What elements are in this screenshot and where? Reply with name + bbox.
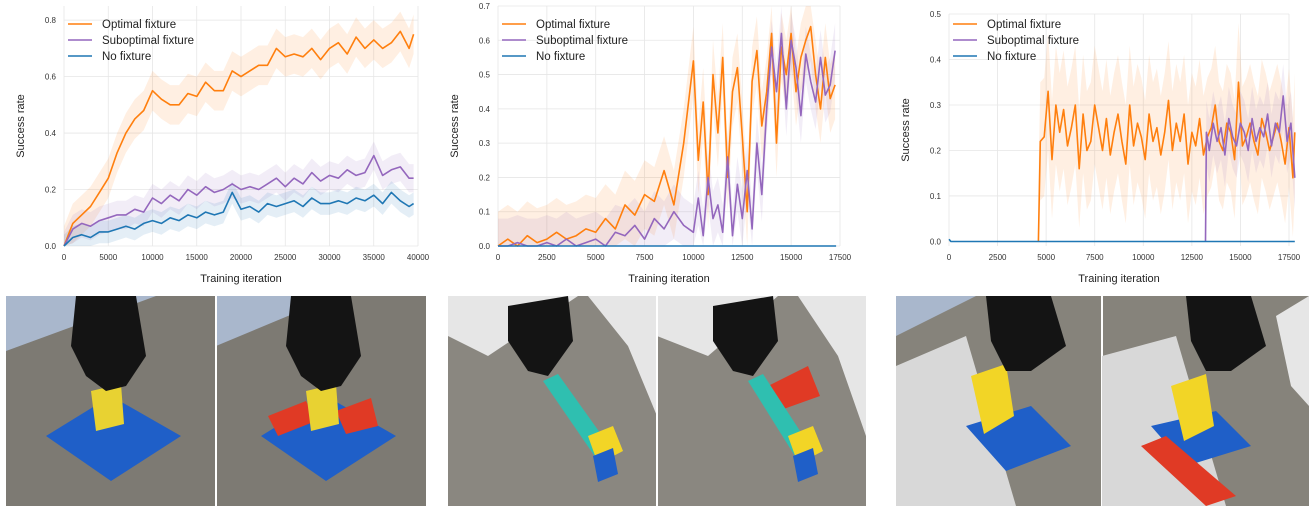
series-line [63, 154, 414, 247]
robot-render-panel-2 [448, 296, 866, 506]
confidence-band [64, 11, 414, 246]
chart-3: 0.0 0.1 0.2 0.3 0.4 0.5 0 2500 5000 7500 10000 1250… [885, 0, 1309, 292]
y-tick-label: 0.0 [45, 242, 57, 251]
x-tick-label: 10000 [141, 253, 164, 262]
robot-render-panel-1 [6, 296, 426, 506]
x-tick-label: 0 [62, 253, 67, 262]
confidence-band [1038, 23, 1295, 246]
series-line [63, 30, 415, 247]
y-axis-label: Success rate [449, 94, 461, 158]
y-tick-label: 0.4 [930, 55, 942, 64]
x-tick-label: 5000 [1037, 253, 1055, 262]
x-axis-label: Training iteration [200, 273, 282, 285]
y-axis-label: Success rate [15, 94, 27, 158]
x-tick-label: 15000 [186, 253, 209, 262]
x-tick-label: 0 [947, 253, 952, 262]
x-tick-label: 7500 [636, 253, 654, 262]
y-tick-label: 0.5 [479, 71, 491, 80]
chart-svg: 0.0 0.1 0.2 0.3 0.4 0.5 0 2500 5000 7500 10000 1250… [900, 10, 1301, 285]
legend-entry: Suboptimal fixture [987, 35, 1079, 47]
chart-svg: 0.0 0.2 0.4 0.6 0.8 0 5000 10000 15000 20000 25000… [15, 6, 430, 285]
x-tick-label: 2500 [989, 253, 1007, 262]
y-tick-label: 0.6 [45, 73, 57, 82]
chart-svg: 0.0 0.1 0.2 0.3 0.4 0.5 0.6 0.7 0 2500 5000 7500 100… [449, 2, 852, 285]
series-line [497, 25, 836, 247]
y-tick-label: 0.0 [479, 242, 491, 251]
confidence-band [498, 6, 836, 246]
x-tick-label: 15000 [780, 253, 803, 262]
x-tick-label: 20000 [230, 253, 253, 262]
series-line [1204, 95, 1296, 242]
x-tick-label: 7500 [1086, 253, 1104, 262]
series-line [948, 238, 1295, 243]
legend-entry: No fixture [987, 51, 1036, 63]
x-tick-label: 25000 [274, 253, 297, 262]
y-tick-label: 0.2 [930, 146, 942, 155]
x-tick-label: 12500 [731, 253, 754, 262]
x-tick-label: 5000 [99, 253, 117, 262]
legend-entry: Optimal fixture [102, 19, 176, 31]
y-tick-label: 0.1 [930, 192, 942, 201]
y-tick-label: 0.4 [45, 129, 57, 138]
y-tick-label: 0.2 [45, 186, 57, 195]
series-line [1037, 81, 1296, 242]
confidence-band [64, 181, 414, 246]
y-tick-label: 0.1 [479, 208, 491, 217]
confidence-band [1205, 64, 1295, 246]
y-axis-label: Success rate [900, 98, 912, 162]
legend-entry: No fixture [536, 51, 585, 63]
legend-entry: Optimal fixture [987, 19, 1061, 31]
y-tick-label: 0.2 [479, 173, 491, 182]
legend-entry: Suboptimal fixture [536, 35, 628, 47]
confidence-band [64, 141, 414, 246]
x-tick-label: 17500 [1278, 253, 1301, 262]
chart-2: 0.0 0.1 0.2 0.3 0.4 0.5 0.6 0.7 0 2500 5000 7500 100… [440, 0, 860, 292]
x-tick-label: 10000 [1132, 253, 1155, 262]
x-tick-label: 15000 [1229, 253, 1252, 262]
x-tick-label: 2500 [538, 253, 556, 262]
y-tick-label: 0.4 [479, 105, 491, 114]
y-tick-label: 0.6 [479, 36, 491, 45]
x-axis-label: Training iteration [1078, 273, 1160, 285]
y-tick-label: 0.7 [479, 2, 491, 11]
x-tick-label: 10000 [682, 253, 705, 262]
robot-render-panel-3 [896, 296, 1309, 506]
y-tick-label: 0.5 [930, 10, 942, 19]
x-axis-label: Training iteration [628, 273, 710, 285]
x-tick-label: 35000 [363, 253, 386, 262]
x-tick-label: 12500 [1181, 253, 1204, 262]
legend-entry: Optimal fixture [536, 19, 610, 31]
x-tick-label: 30000 [318, 253, 341, 262]
y-tick-label: 0.3 [479, 139, 491, 148]
legend-entry: Suboptimal fixture [102, 35, 194, 47]
x-tick-label: 40000 [407, 253, 430, 262]
series-line [63, 191, 415, 247]
legend-entry: No fixture [102, 51, 151, 63]
y-tick-label: 0.3 [930, 101, 942, 110]
x-tick-label: 17500 [829, 253, 852, 262]
y-tick-label: 0.0 [930, 237, 942, 246]
x-tick-label: 5000 [587, 253, 605, 262]
x-tick-label: 0 [496, 253, 501, 262]
y-tick-label: 0.8 [45, 16, 57, 25]
chart-1: 0.0 0.2 0.4 0.6 0.8 0 5000 10000 15000 20000 25000… [0, 0, 430, 292]
confidence-band [498, 6, 836, 246]
